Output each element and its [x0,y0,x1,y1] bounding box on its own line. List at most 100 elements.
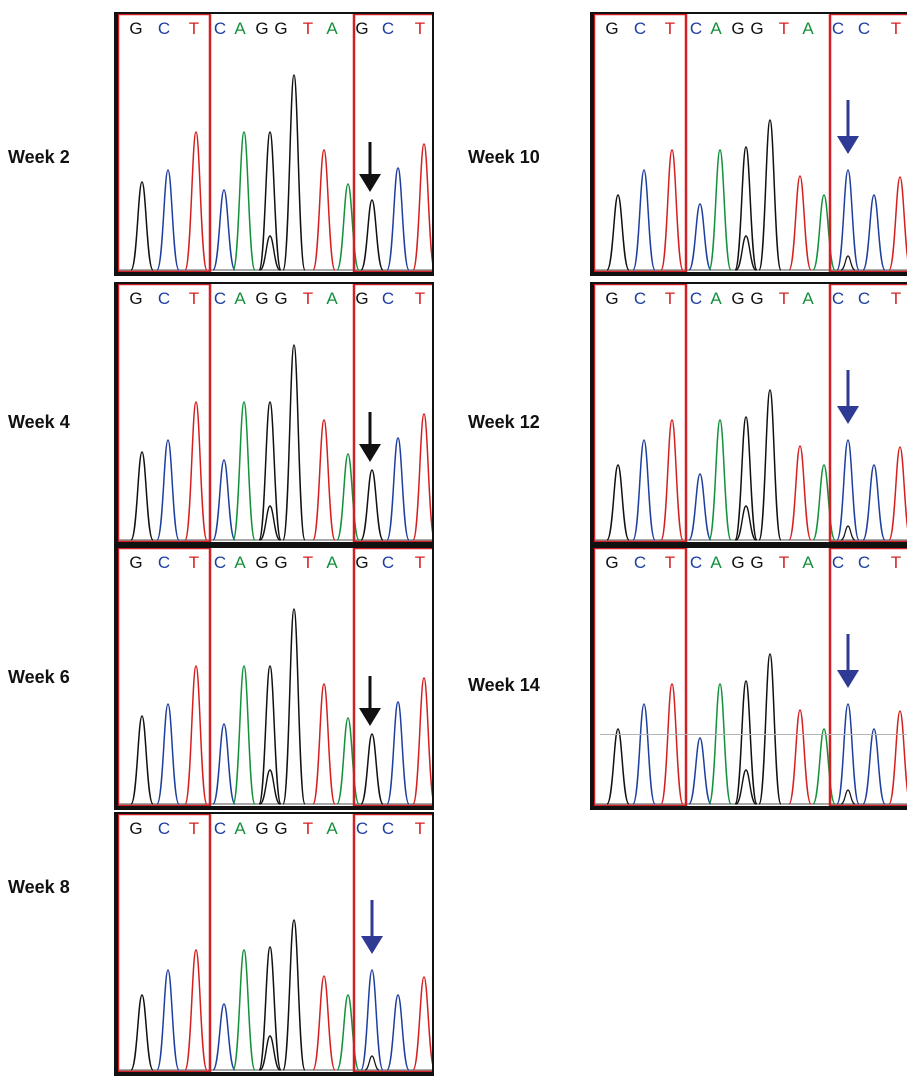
week-label: Week 6 [8,667,70,687]
base-letter: G [750,19,763,38]
peak-G [282,608,306,805]
week-label: Week 2 [8,147,70,167]
base-letter: A [326,819,338,838]
peak-C [386,994,410,1071]
minor-peak [840,525,856,541]
highlight-box [594,284,688,542]
base-letter: G [274,819,287,838]
base-letter: G [355,19,368,38]
peak-A [232,401,256,541]
highlight-box [118,814,212,1072]
peak-T [888,710,907,805]
peak-G [130,715,154,805]
base-letter: T [891,553,901,572]
base-letter: G [255,19,268,38]
peak-G [360,469,384,541]
base-letter: G [731,289,744,308]
variant-arrow-head [359,444,381,462]
peak-C [386,701,410,805]
peak-C [156,439,180,541]
base-letter: G [255,553,268,572]
highlight-box [352,284,432,542]
base-letter: C [356,819,368,838]
peak-C [836,169,860,271]
highlight-box [118,548,212,806]
base-letter: C [158,819,170,838]
variant-arrow-head [361,936,383,954]
base-letter: T [303,289,313,308]
peak-C [156,969,180,1071]
peak-C [688,737,712,805]
base-letter: T [303,19,313,38]
base-letter: C [158,553,170,572]
peak-C [632,169,656,271]
peak-G [606,194,630,271]
base-letter: G [129,553,142,572]
base-letter: G [605,19,618,38]
base-letter: G [274,553,287,572]
peak-A [336,453,360,541]
base-letter: C [214,289,226,308]
minor-peak [259,235,281,271]
highlight-box [118,284,212,542]
peak-A [336,717,360,805]
peak-G [258,946,282,1071]
base-letter: C [634,19,646,38]
base-letter: A [710,289,722,308]
base-letter: C [690,289,702,308]
peak-T [184,949,208,1071]
base-letter: T [415,553,425,572]
peak-T [312,683,336,805]
minor-peak [735,769,757,805]
peak-G [734,416,758,541]
peak-G [758,653,782,805]
peak-T [184,665,208,805]
highlight-box [352,14,432,272]
peak-C [212,1003,236,1071]
peak-C [212,189,236,271]
peak-T [788,709,812,805]
peak-A [812,464,836,541]
base-letter: A [234,289,246,308]
base-letter: T [779,19,789,38]
base-letter: C [214,19,226,38]
base-letter: C [382,553,394,572]
peak-G [758,389,782,541]
peak-T [184,401,208,541]
peak-A [232,665,256,805]
divider-line [600,734,907,735]
variant-arrow-head [359,708,381,726]
base-letter: C [382,289,394,308]
peak-G [258,665,282,805]
base-letter: G [355,289,368,308]
peak-G [130,994,154,1071]
peak-G [282,344,306,541]
base-letter: C [634,289,646,308]
peak-T [788,445,812,541]
peak-T [312,149,336,271]
peak-T [412,976,432,1071]
peak-C [360,969,384,1071]
base-letter: G [129,289,142,308]
base-letter: A [802,19,814,38]
peak-G [734,146,758,271]
peak-A [336,994,360,1071]
base-letter: A [802,553,814,572]
base-letter: C [214,553,226,572]
base-letter: A [802,289,814,308]
highlight-box [828,548,907,806]
peak-A [232,949,256,1071]
base-letter: G [731,19,744,38]
base-letter: C [158,19,170,38]
highlight-box [352,814,432,1072]
peak-C [386,437,410,541]
base-letter: T [189,289,199,308]
